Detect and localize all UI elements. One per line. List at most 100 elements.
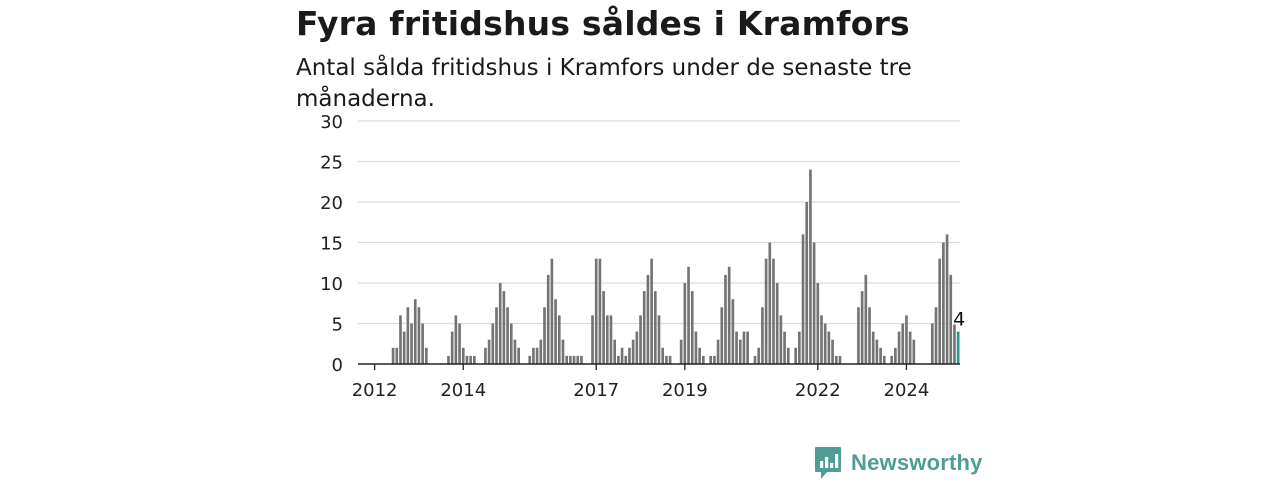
bar: [650, 258, 653, 364]
bar: [827, 331, 831, 364]
bar: [761, 307, 764, 364]
bar: [716, 339, 720, 364]
bar: [635, 331, 639, 364]
bar: [690, 291, 694, 364]
bar: [602, 291, 605, 364]
bar-latest: [956, 331, 960, 364]
x-tick-label: 2012: [352, 380, 398, 401]
bar: [561, 339, 565, 364]
bar: [598, 258, 602, 364]
bar: [498, 283, 502, 364]
grid-lines: [358, 120, 960, 325]
bar: [742, 331, 746, 364]
bar: [801, 234, 805, 364]
bar: [834, 355, 838, 364]
bar: [402, 331, 406, 364]
bar: [709, 355, 713, 364]
bar: [683, 283, 687, 364]
bar: [772, 258, 775, 364]
bar: [724, 274, 727, 364]
bar: [945, 234, 949, 364]
bar: [738, 339, 742, 364]
bar: [543, 307, 546, 364]
bar: [550, 258, 554, 364]
bar: [639, 315, 642, 364]
x-tick-label: 2014: [440, 380, 486, 401]
bar: [823, 323, 827, 364]
bar: [517, 347, 520, 364]
bar: [735, 331, 738, 364]
bar: [469, 355, 472, 364]
bar: [591, 315, 594, 364]
bar: [417, 307, 421, 364]
bar: [871, 331, 875, 364]
bar: [894, 347, 897, 364]
bar: [779, 315, 783, 364]
bar: [495, 307, 498, 364]
bar: [620, 347, 624, 364]
bar: [942, 242, 945, 364]
y-tick-label: 0: [332, 355, 343, 376]
x-tick-label: 2022: [795, 380, 841, 401]
x-tick-label: 2017: [573, 380, 619, 401]
bar: [458, 323, 461, 364]
bar: [805, 202, 809, 364]
bar: [509, 323, 513, 364]
bar: [484, 347, 487, 364]
bar: [679, 339, 683, 364]
bar: [786, 347, 790, 364]
bar: [901, 323, 905, 364]
bar: [665, 355, 668, 364]
bar: [868, 307, 871, 364]
bar: [812, 242, 816, 364]
bar: [949, 274, 953, 364]
bar: [731, 299, 735, 364]
bar: [487, 339, 491, 364]
bar: [628, 347, 631, 364]
bar: [661, 347, 665, 364]
bar: [461, 347, 465, 364]
bar: [783, 331, 786, 364]
bar: [938, 258, 942, 364]
bar: [860, 291, 864, 364]
y-tick-label: 10: [320, 274, 343, 295]
bar: [399, 315, 402, 364]
x-axis-ticks: 2012 2014 2017 2019 2022 2024: [352, 364, 929, 401]
bar: [631, 339, 635, 364]
bar: [694, 331, 698, 364]
bar: [617, 355, 620, 364]
bar: [546, 274, 550, 364]
y-tick-label: 20: [320, 193, 343, 214]
bar: [753, 355, 757, 364]
bar: [798, 331, 801, 364]
bar: [668, 355, 672, 364]
bar: [864, 274, 868, 364]
bar: [838, 355, 842, 364]
bar: [653, 291, 657, 364]
bar: [491, 323, 495, 364]
bar: [454, 315, 458, 364]
bar: [424, 347, 428, 364]
bar: [809, 169, 812, 364]
bar: [513, 339, 517, 364]
bar: [447, 355, 450, 364]
bar: [775, 283, 779, 364]
bar: [953, 323, 956, 364]
bar: [890, 355, 894, 364]
bar: [905, 315, 908, 364]
bar: [720, 307, 724, 364]
bar: [413, 299, 417, 364]
bar: [532, 347, 535, 364]
bar: [580, 355, 583, 364]
y-tick-label: 25: [320, 153, 343, 174]
bar: [698, 347, 701, 364]
chart-title: Fyra fritidshus såldes i Kramfors: [296, 4, 910, 43]
bar: [897, 331, 901, 364]
bar: [539, 339, 543, 364]
bar: [764, 258, 768, 364]
bar: [605, 315, 609, 364]
bars: [391, 169, 960, 364]
x-tick-label: 2019: [662, 380, 708, 401]
bar: [642, 291, 646, 364]
